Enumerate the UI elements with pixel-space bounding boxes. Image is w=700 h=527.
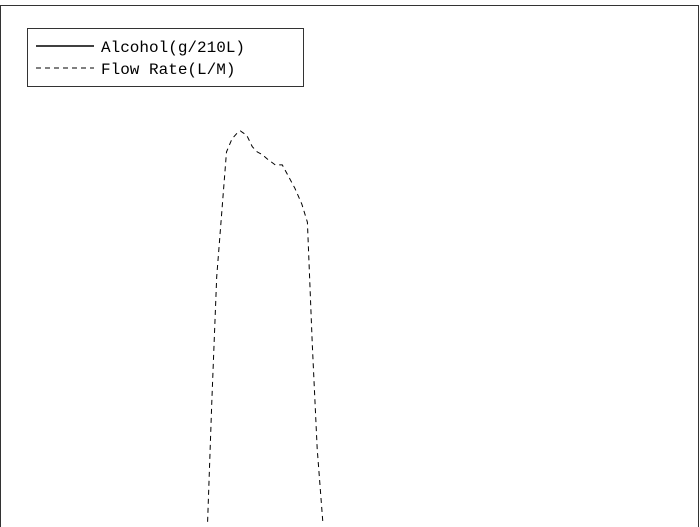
plot-border <box>0 5 699 527</box>
legend-label-alcohol: Alcohol(g/210L) <box>101 39 245 57</box>
series-line-flow-rate <box>207 130 324 522</box>
legend-label-flow-rate: Flow Rate(L/M) <box>101 61 235 79</box>
series-layer <box>207 130 324 522</box>
legend-box <box>27 28 304 87</box>
legend: Alcohol(g/210L) Flow Rate(L/M) <box>27 28 304 87</box>
